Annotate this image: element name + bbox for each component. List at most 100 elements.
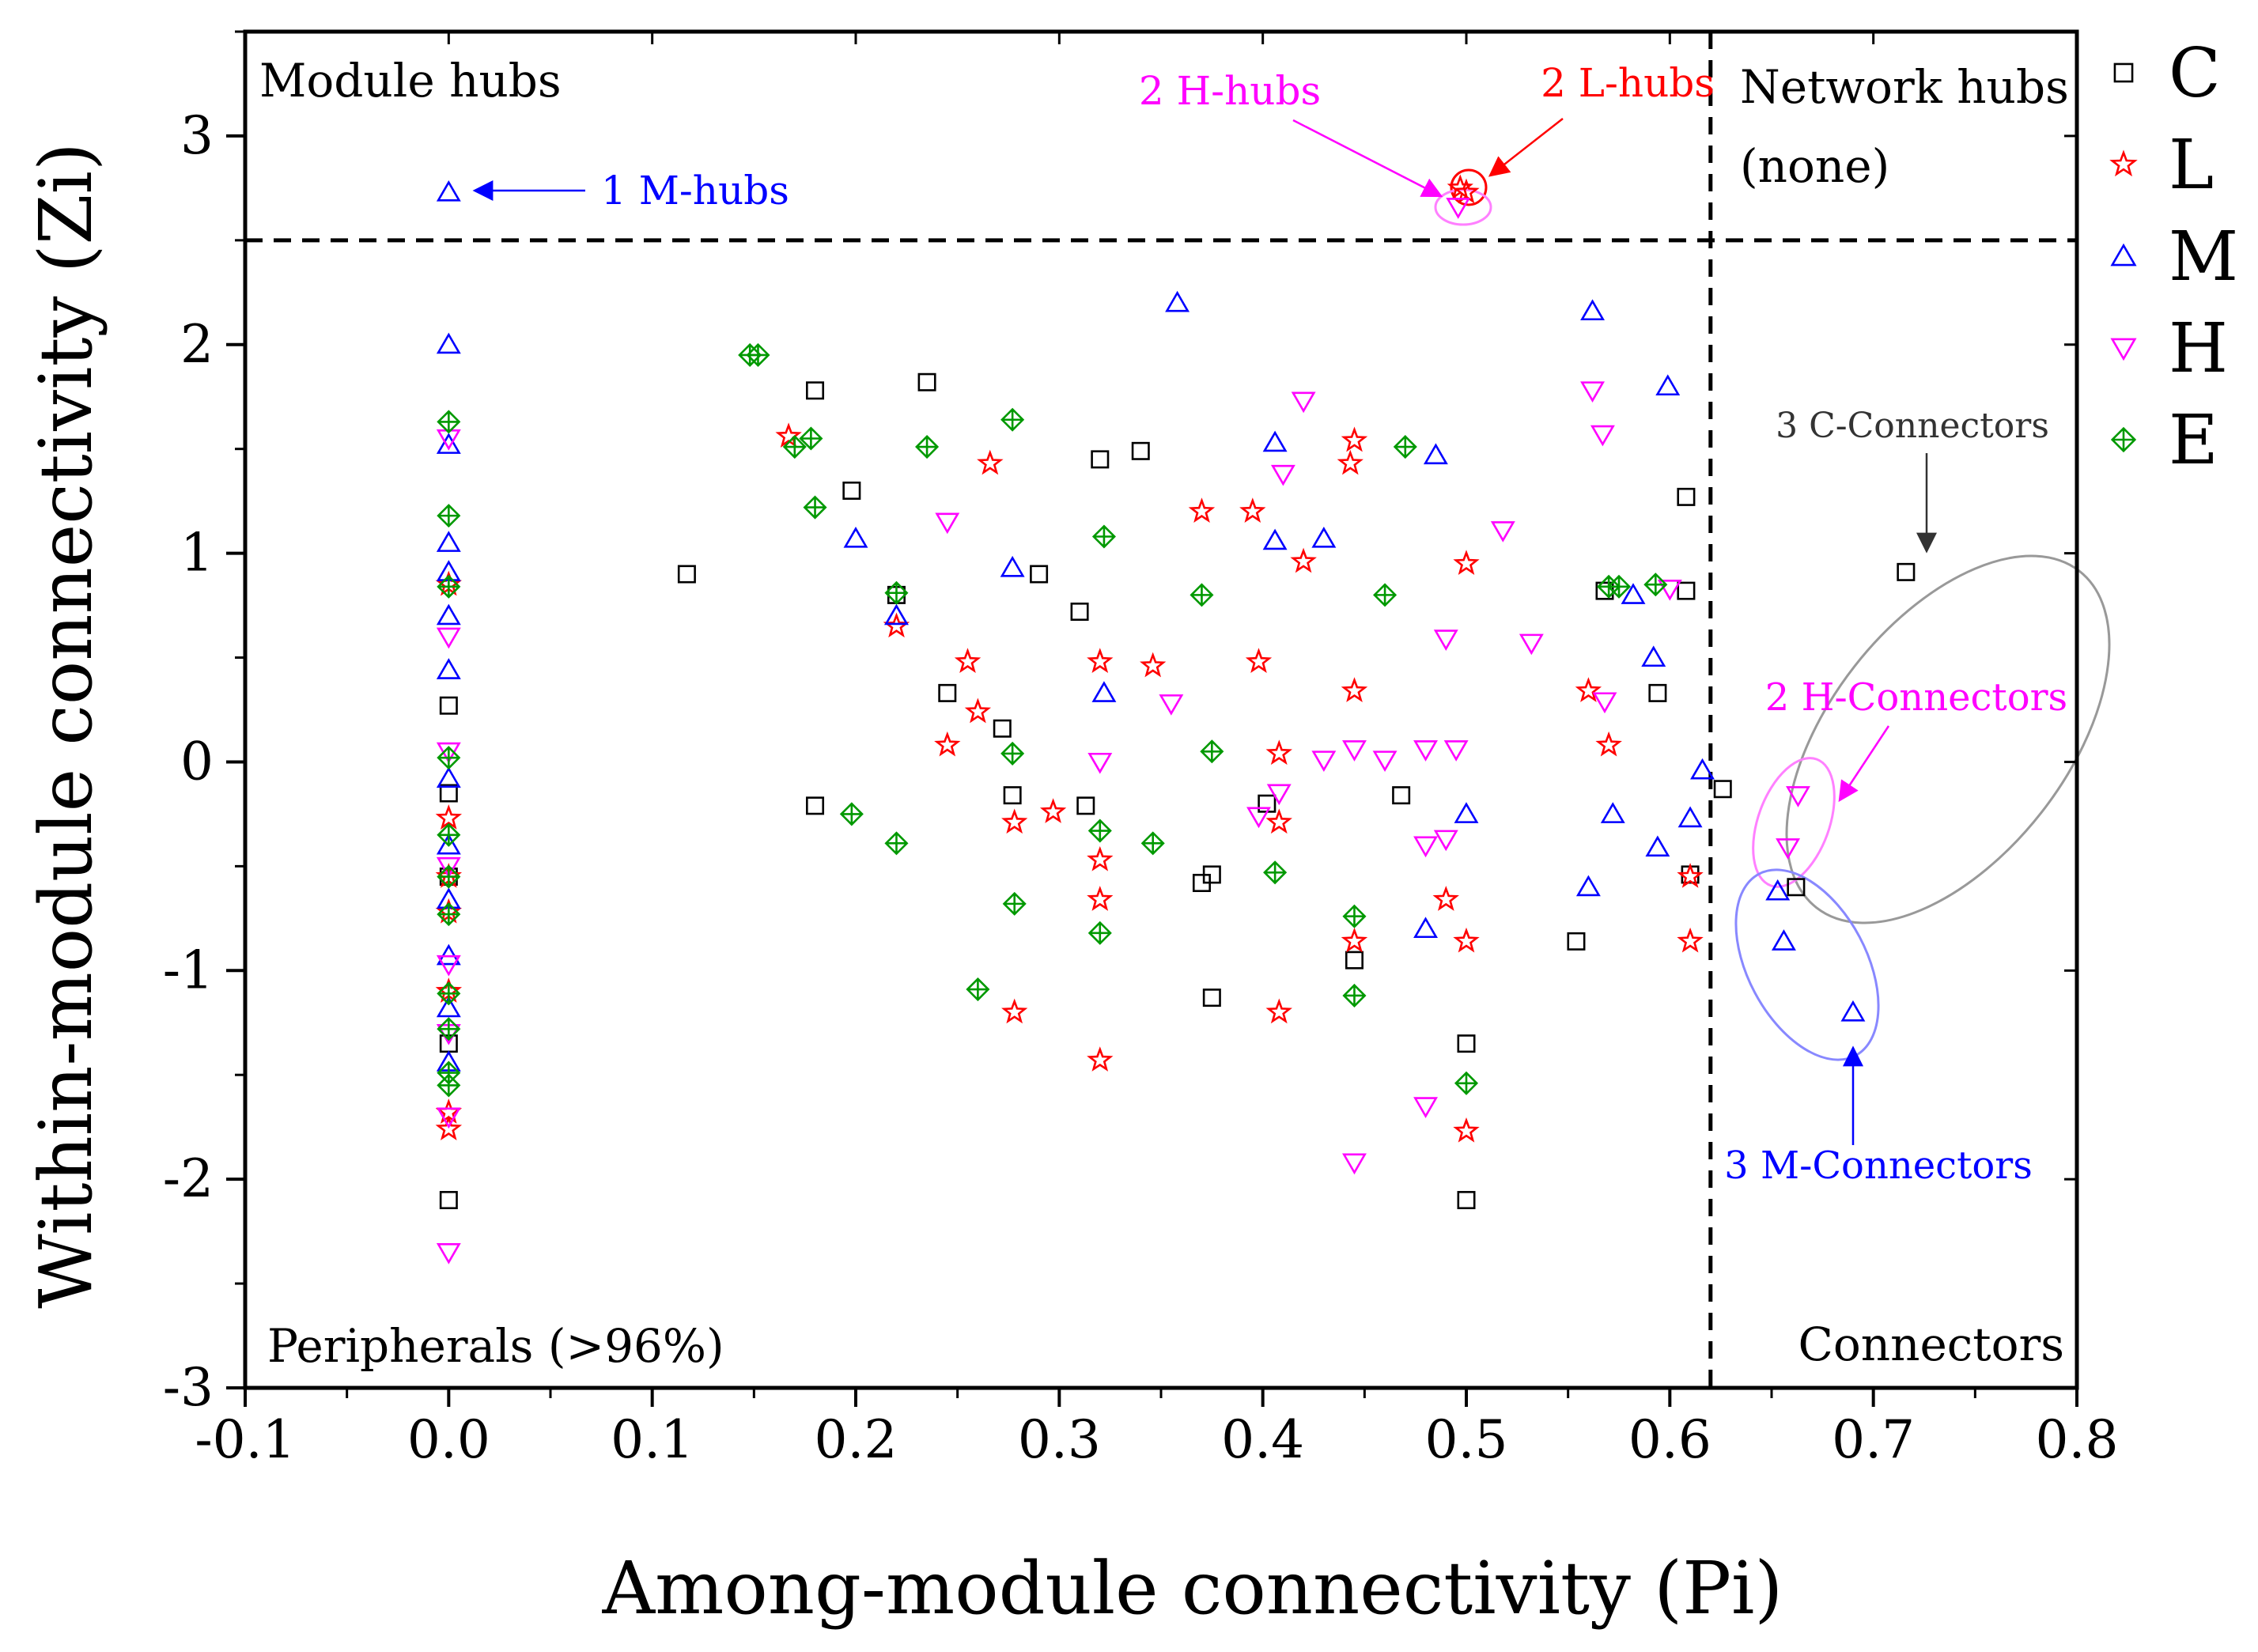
point-E [799,426,823,451]
point-L [1453,178,1480,204]
point-C [1457,1191,1476,1210]
point-L [435,804,463,830]
x-tick-label: 0.3 [1018,1409,1101,1470]
point-M [1454,802,1479,823]
point-E [803,495,827,520]
y-tick-label: 1 [180,523,214,584]
point-E [437,1017,461,1041]
annotation-l-hubs: 2 L-hubs [1541,60,1715,106]
point-L [977,449,1004,475]
point-E [437,1073,461,1098]
point-E [437,410,461,434]
point-H [1266,784,1292,806]
point-H [1413,836,1438,858]
point-L [435,1115,463,1141]
annotation-h-connectors-arrow [1838,725,1890,803]
point-M [1621,583,1646,604]
point-E [1393,435,1417,459]
annotation-l-hubs-arrow [1488,118,1564,177]
l-hubs-ellipse [1450,168,1488,206]
point-C [439,784,458,803]
point-H [935,512,960,535]
point-E [437,902,461,927]
point-E [966,977,990,1002]
y-axis-label: Within-module connectivity (Zi) [24,142,108,1309]
annotation-h-hubs-arrow [1292,119,1443,198]
legend-marker-M [2110,243,2137,267]
point-H [1342,1153,1367,1175]
point-C [1030,565,1049,584]
point-E [1342,983,1367,1008]
point-L [1341,927,1368,953]
legend-item-H: H [2110,309,2228,388]
point-E [884,831,909,856]
point-E [839,802,864,826]
point-L [1341,677,1368,702]
legend-item-E: E [2110,401,2218,480]
point-H [1580,381,1606,403]
point-M [1413,917,1438,939]
point-L [1039,798,1067,823]
point-E [1263,860,1288,885]
point-M [1580,299,1606,321]
point-C [806,381,825,400]
point-C [1345,951,1363,970]
point-E [1000,407,1025,432]
point-C [1202,865,1221,884]
series-E [437,342,1668,1098]
point-C [1070,602,1089,621]
point-C [439,696,458,715]
point-E [1373,583,1398,607]
x-tick-label: 0.7 [1832,1409,1915,1470]
y-tick-label: 3 [180,105,214,166]
point-L [1677,863,1704,888]
h-connectors-ellipse [1752,757,1836,888]
point-M [1000,555,1025,577]
point-M [1262,528,1288,550]
point-L [1087,886,1114,911]
point-H [436,955,461,977]
point-H [436,856,461,879]
data-points [435,174,1916,1265]
point-L [1265,808,1292,834]
point-H [1413,1097,1438,1119]
annotation-m-hubs: 1 M-hubs [601,168,789,214]
point-H [1433,629,1458,651]
point-L [1001,998,1028,1024]
point-M [1423,443,1448,465]
legend-marker-L [2109,149,2138,177]
point-M [436,433,461,454]
point-L [964,697,992,724]
legend-item-L: L [2109,126,2214,205]
point-M [1690,758,1715,780]
legend-marker-C [2113,62,2134,83]
point-E [915,435,940,459]
text-labels: Among-module connectivity (Pi) Within-mod… [24,54,2069,1631]
h-hubs-ellipse [1434,188,1492,226]
point-C [1457,1034,1476,1053]
point-H [1372,750,1398,773]
point-L [1087,1046,1114,1072]
point-H [1590,425,1615,447]
point-H [1413,740,1438,762]
annotation-m-connectors: 3 M-Connectors [1724,1144,2033,1188]
point-H [1657,579,1682,601]
point-C [1787,878,1806,897]
y-tick-label: -1 [163,939,214,1000]
point-C [677,565,696,584]
point-E [884,580,909,605]
x-axis-label: Among-module connectivity (Pi) [602,1546,1783,1631]
point-L [1140,652,1167,678]
point-C [993,719,1012,738]
point-L [1453,1117,1480,1143]
point-L [1337,449,1363,475]
point-M [436,332,461,354]
point-C [1713,780,1732,799]
point-E [1000,741,1025,766]
point-H [1342,740,1367,762]
point-M [1677,806,1703,828]
point-C [1677,581,1696,600]
legend-label-H: H [2169,309,2228,388]
